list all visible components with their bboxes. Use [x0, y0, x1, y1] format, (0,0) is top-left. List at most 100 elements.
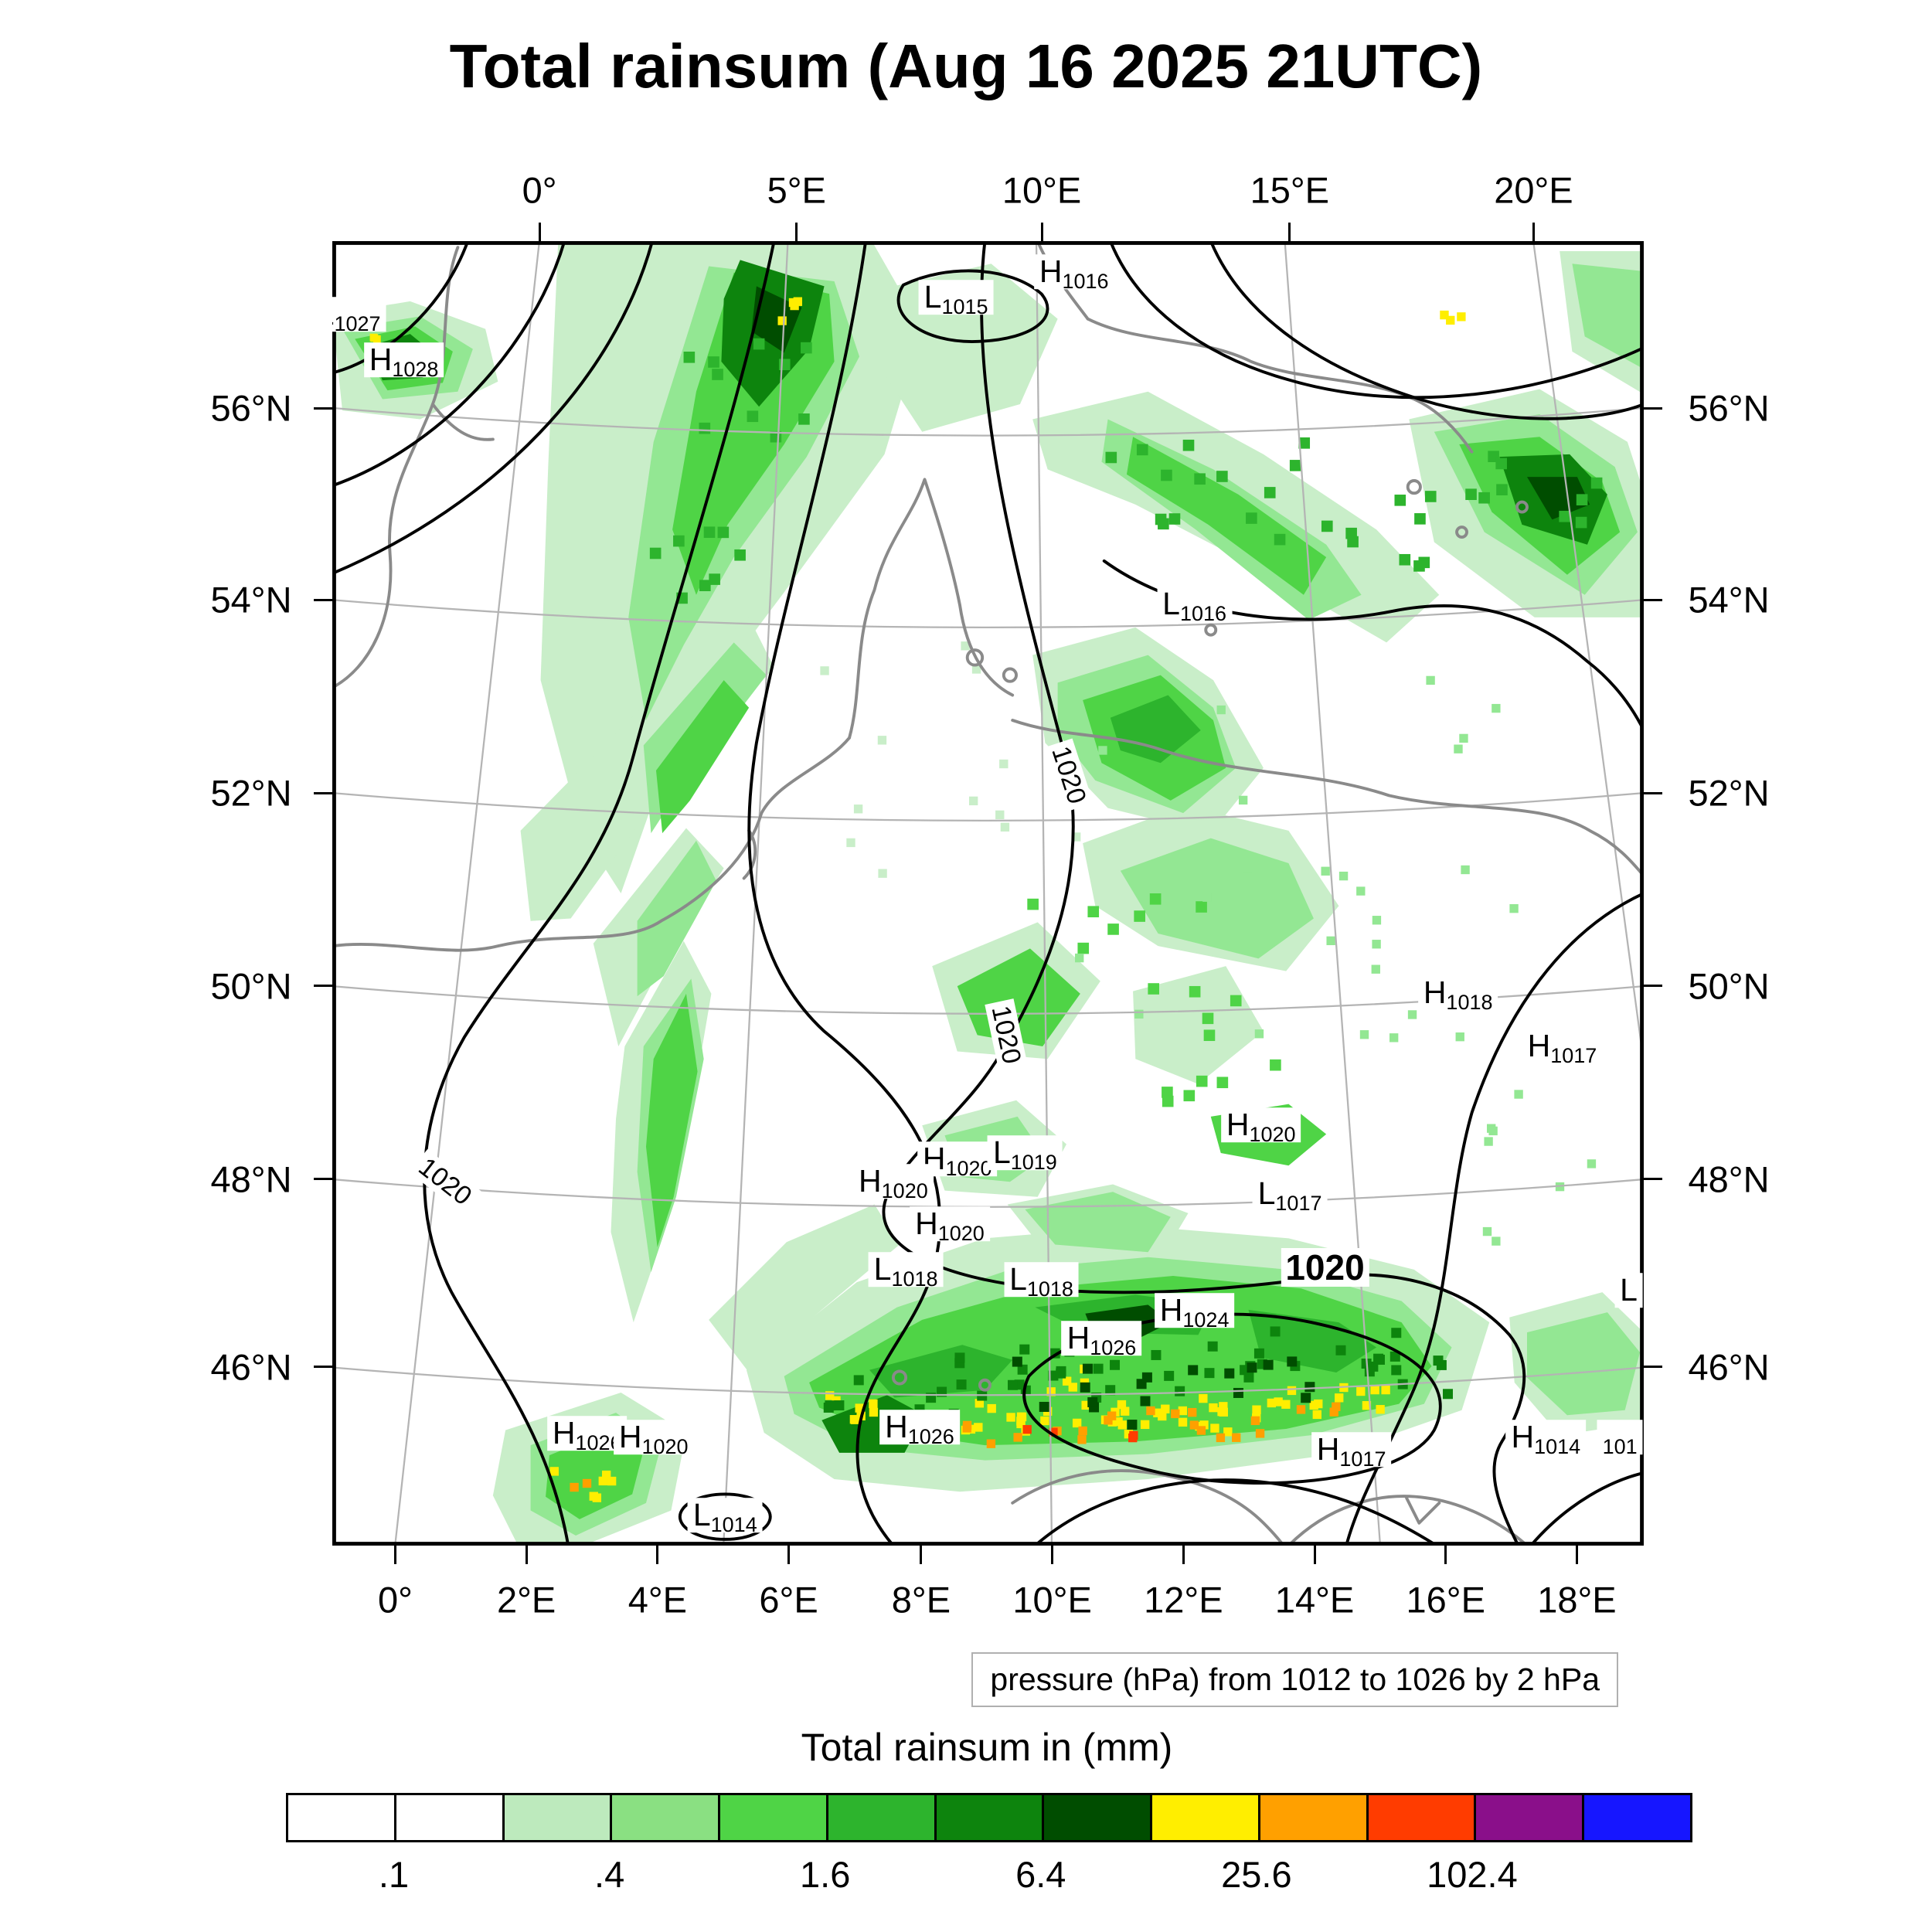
plot-title: Total rainsum (Aug 16 2025 21UTC) [449, 32, 1483, 100]
colorbar-segment [1474, 1795, 1583, 1840]
pressure-label: L [1614, 1273, 1643, 1308]
pressure-label: L1017 [1252, 1176, 1328, 1215]
colorbar-tick-label: 1.6 [800, 1854, 851, 1895]
contour-label: 1020 [985, 998, 1028, 1072]
pressure-label: H1014 [1505, 1420, 1587, 1458]
axis-label-top: 15°E [1250, 169, 1330, 211]
pressure-label: H1017 [1311, 1432, 1392, 1471]
pressure-label: L1027 [332, 297, 386, 335]
colorbar-tick-label: .1 [378, 1854, 410, 1895]
colorbar-segment [502, 1795, 611, 1840]
axis-label-bottom: 10°E [1012, 1579, 1092, 1621]
axis-label-left: 52°N [210, 772, 292, 814]
pressure-label: H1017 [1522, 1028, 1603, 1066]
pressure-label: L1015 [918, 279, 994, 318]
axis-label-bottom: 0° [377, 1579, 413, 1621]
axis-label-top: 0° [522, 169, 557, 211]
axis-tick-right [1644, 1366, 1662, 1369]
axis-label-bottom: 4°E [628, 1579, 687, 1621]
axis-tick-top [795, 223, 798, 241]
axis-label-left: 46°N [210, 1346, 292, 1388]
axis-tick-bottom [656, 1546, 659, 1564]
axis-tick-top [1288, 223, 1291, 241]
axis-label-left: 50°N [210, 965, 292, 1007]
map-label-overlay: L1027 H1028 L1015 H1016 L1016 H1018 H1017 H1020… [332, 241, 1644, 1546]
axis-label-right: 50°N [1688, 965, 1770, 1007]
axis-tick-right [1644, 985, 1662, 988]
axis-tick-right [1644, 1178, 1662, 1181]
axis-label-bottom: 6°E [759, 1579, 818, 1621]
rainfall-layer [332, 241, 1644, 1546]
colorbar-tick-label: 102.4 [1427, 1854, 1518, 1895]
colorbar-segment [1366, 1795, 1475, 1840]
legend-title: Total rainsum in (mm) [801, 1726, 1173, 1769]
axis-label-top: 10°E [1002, 169, 1082, 211]
axis-tick-bottom [1444, 1546, 1447, 1564]
axis-tick-top [1040, 223, 1043, 241]
axis-label-right: 56°N [1688, 387, 1770, 429]
colorbar-segment [288, 1795, 394, 1840]
axis-tick-left [314, 791, 332, 794]
axis-label-bottom: 2°E [496, 1579, 556, 1621]
axis-label-right: 48°N [1688, 1158, 1770, 1200]
colorbar-segment [825, 1795, 934, 1840]
pressure-label: H1028 [363, 342, 444, 380]
axis-tick-bottom [1313, 1546, 1316, 1564]
axis-tick-right [1644, 406, 1662, 410]
pressure-label: H1026 [1061, 1321, 1142, 1359]
axis-label-bottom: 14°E [1274, 1579, 1355, 1621]
pressure-label: L1018 [868, 1251, 944, 1290]
colorbar-segment [1042, 1795, 1151, 1840]
axis-tick-bottom [1051, 1546, 1054, 1564]
pressure-label: H1020 [1220, 1107, 1301, 1145]
coastline-layer [332, 241, 1644, 1546]
axis-tick-left [314, 1178, 332, 1181]
pressure-label: L1018 [1004, 1261, 1079, 1300]
axis-label-left: 56°N [210, 387, 292, 429]
contour-label: 1020 [1281, 1247, 1369, 1287]
colorbar-segment [1150, 1795, 1258, 1840]
colorbar-tick-label: 25.6 [1221, 1854, 1292, 1895]
pressure-caption: pressure (hPa) from 1012 to 1026 by 2 hP… [971, 1652, 1618, 1707]
contour-label: 1020 [409, 1149, 481, 1215]
pressure-label: L1016 [1157, 587, 1233, 625]
pressure-label: H1018 [1417, 975, 1498, 1014]
colorbar-segment [610, 1795, 719, 1840]
axis-label-bottom: 16°E [1406, 1579, 1485, 1621]
pressure-label: H1016 [1033, 254, 1114, 293]
axis-label-bottom: 8°E [891, 1579, 951, 1621]
pressure-label: H1024 [1154, 1293, 1235, 1331]
axis-tick-bottom [1575, 1546, 1578, 1564]
pressure-label: L1014 [687, 1497, 763, 1536]
colorbar-segment [934, 1795, 1043, 1840]
colorbar-segment [1257, 1795, 1366, 1840]
axis-label-bottom: 18°E [1537, 1579, 1617, 1621]
colorbar-segment [1582, 1795, 1690, 1840]
colorbar-tick-label: .4 [594, 1854, 625, 1895]
colorbar-segment [718, 1795, 826, 1840]
pressure-label: L1019 [987, 1134, 1063, 1173]
axis-label-right: 54°N [1688, 579, 1770, 621]
axis-label-top: 20°E [1494, 169, 1573, 211]
axis-label-right: 46°N [1688, 1346, 1770, 1388]
axis-tick-top [538, 223, 541, 241]
axis-tick-left [314, 598, 332, 601]
axis-tick-left [314, 1366, 332, 1369]
axis-tick-left [314, 406, 332, 410]
pressure-label: H1020 [613, 1420, 694, 1458]
contour-label: 1020 [1044, 738, 1094, 812]
colorbar-segment [393, 1795, 502, 1840]
axis-label-bottom: 12°E [1144, 1579, 1223, 1621]
pressure-label: H1020 [910, 1206, 990, 1245]
colorbar-tick-label: 6.4 [1015, 1854, 1066, 1895]
map-border [332, 241, 1644, 1546]
axis-tick-left [314, 985, 332, 988]
axis-label-right: 52°N [1688, 772, 1770, 814]
axis-label-left: 54°N [210, 579, 292, 621]
axis-tick-bottom [1182, 1546, 1185, 1564]
axis-tick-top [1532, 223, 1535, 241]
axis-tick-bottom [920, 1546, 923, 1564]
pressure-label: H1026 [879, 1410, 960, 1447]
axis-tick-right [1644, 598, 1662, 601]
